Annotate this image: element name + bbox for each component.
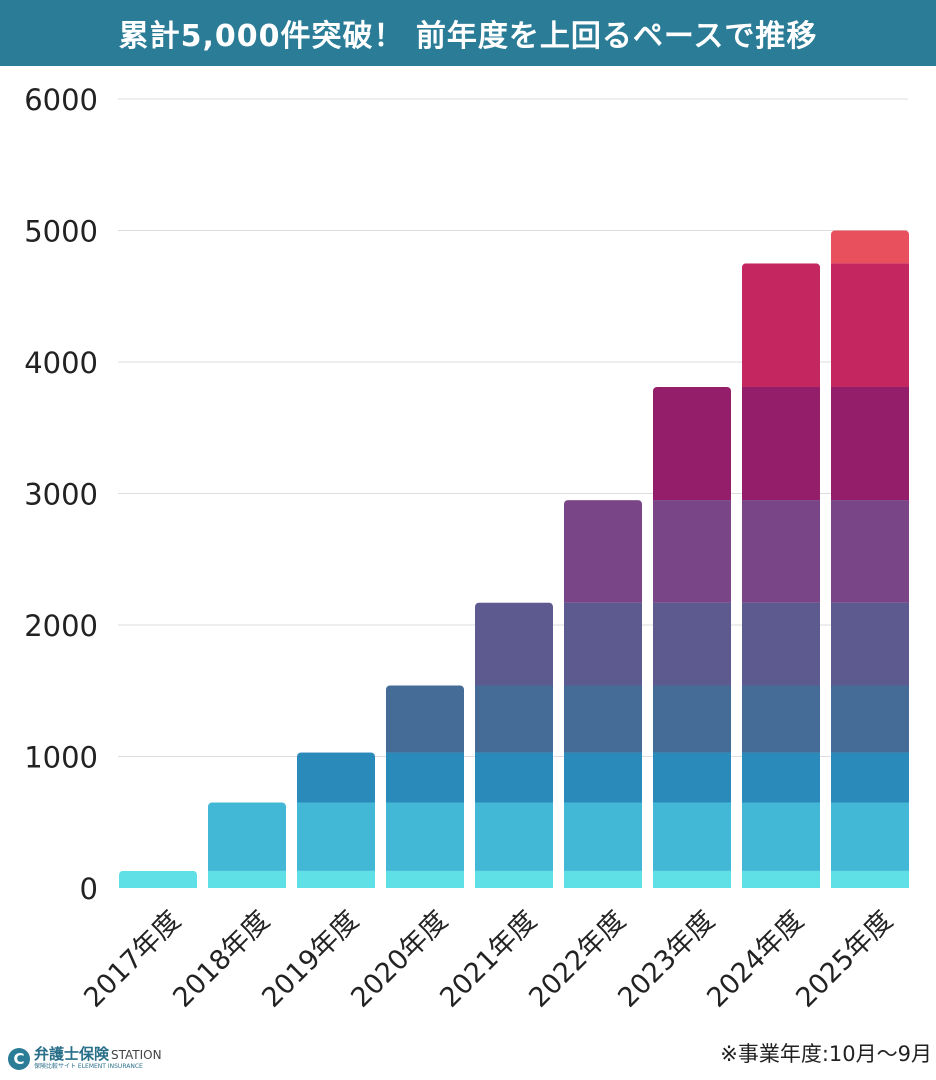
y-tick-label: 3000 bbox=[24, 478, 98, 512]
bars bbox=[119, 230, 909, 888]
bar-segment bbox=[653, 802, 731, 871]
logo-subtitle: 保険比較サイト ELEMENT INSURANCE bbox=[34, 1063, 143, 1070]
logo-mark-icon: C bbox=[8, 1047, 30, 1070]
bar-segment bbox=[564, 870, 642, 888]
bar-segment bbox=[742, 386, 820, 501]
logo-station: STATION bbox=[111, 1048, 162, 1062]
x-tick-label: 2020年度 bbox=[345, 905, 454, 1014]
bar-segment bbox=[475, 802, 553, 871]
bar-segment bbox=[742, 802, 820, 871]
chart-title-banner: 累計5,000件突破！ 前年度を上回るペースで推移 bbox=[0, 0, 936, 66]
bar-segment bbox=[831, 870, 909, 888]
y-tick-label: 6000 bbox=[24, 83, 98, 117]
x-tick-label: 2021年度 bbox=[434, 905, 543, 1014]
bar-2021年度 bbox=[475, 602, 553, 888]
x-tick-label: 2022年度 bbox=[523, 905, 632, 1014]
bar-segment bbox=[831, 752, 909, 803]
bar-segment bbox=[653, 602, 731, 686]
y-tick-label: 1000 bbox=[24, 741, 98, 775]
bar-segment bbox=[831, 802, 909, 871]
bar-segment bbox=[831, 685, 909, 753]
logo-name: 弁護士保険 bbox=[34, 1045, 110, 1063]
bar-segment bbox=[564, 802, 642, 871]
bar-2017年度 bbox=[119, 870, 197, 888]
y-tick-label: 4000 bbox=[24, 346, 98, 380]
bar-segment bbox=[564, 752, 642, 803]
bar-segment bbox=[831, 602, 909, 686]
bar-2025年度 bbox=[831, 230, 909, 888]
bar-segment bbox=[742, 602, 820, 686]
bar-segment bbox=[831, 230, 909, 264]
bar-segment bbox=[297, 802, 375, 871]
bar-segment bbox=[653, 870, 731, 888]
bar-2018年度 bbox=[208, 802, 286, 888]
bar-2019年度 bbox=[297, 752, 375, 888]
bar-segment bbox=[386, 685, 464, 753]
bar-segment bbox=[119, 870, 197, 888]
bar-segment bbox=[742, 870, 820, 888]
bar-segment bbox=[742, 752, 820, 803]
bar-2024年度 bbox=[742, 263, 820, 888]
y-tick-label: 5000 bbox=[24, 215, 98, 249]
y-axis-tick-labels: 0 1000 2000 3000 4000 5000 6000 bbox=[24, 83, 98, 906]
x-tick-label: 2025年度 bbox=[790, 905, 899, 1014]
bar-segment bbox=[653, 500, 731, 603]
bar-segment bbox=[653, 752, 731, 803]
bar-segment bbox=[653, 386, 731, 501]
bar-segment bbox=[831, 263, 909, 387]
bar-segment bbox=[831, 386, 909, 501]
x-axis-tick-labels: 2017年度2018年度2019年度2020年度2021年度2022年度2023… bbox=[78, 905, 899, 1014]
bar-segment bbox=[208, 870, 286, 888]
bar-segment bbox=[386, 802, 464, 871]
y-tick-label: 0 bbox=[80, 872, 98, 906]
x-tick-label: 2023年度 bbox=[612, 905, 721, 1014]
bar-segment bbox=[297, 870, 375, 888]
x-tick-label: 2024年度 bbox=[701, 905, 810, 1014]
bar-segment bbox=[742, 685, 820, 753]
bar-segment bbox=[386, 870, 464, 888]
bar-segment bbox=[653, 685, 731, 753]
bar-2020年度 bbox=[386, 685, 464, 888]
bar-segment bbox=[475, 602, 553, 686]
bar-segment bbox=[742, 263, 820, 387]
bar-segment bbox=[742, 500, 820, 603]
bar-segment bbox=[564, 685, 642, 753]
bar-segment bbox=[564, 602, 642, 686]
bar-segment bbox=[475, 685, 553, 753]
bar-segment bbox=[831, 500, 909, 603]
bar-segment bbox=[297, 752, 375, 803]
x-tick-label: 2019年度 bbox=[256, 905, 365, 1014]
bar-segment bbox=[208, 802, 286, 871]
bar-2022年度 bbox=[564, 500, 642, 888]
bar-segment bbox=[475, 752, 553, 803]
bar-2023年度 bbox=[653, 386, 731, 888]
x-tick-label: 2018年度 bbox=[167, 905, 276, 1014]
fiscal-year-note: ※事業年度:10月～9月 bbox=[720, 1042, 932, 1066]
bar-segment bbox=[386, 752, 464, 803]
bar-segment bbox=[564, 500, 642, 603]
brand-logo[interactable]: C 弁護士保険 STATION 保険比較サイト ELEMENT INSURANCE bbox=[8, 1047, 162, 1070]
chart-title: 累計5,000件突破！ 前年度を上回るペースで推移 bbox=[118, 19, 818, 54]
x-tick-label: 2017年度 bbox=[78, 905, 187, 1014]
bar-segment bbox=[475, 870, 553, 888]
y-tick-label: 2000 bbox=[24, 609, 98, 643]
